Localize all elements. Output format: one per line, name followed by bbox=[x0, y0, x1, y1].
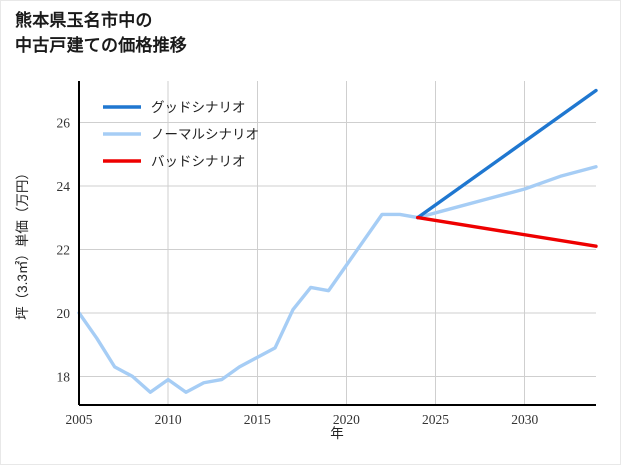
x-axis-tick-labels: 2005 2010 2015 2020 2025 2030 bbox=[66, 412, 539, 427]
series-group bbox=[77, 88, 598, 394]
x-tick-label: 2010 bbox=[155, 412, 182, 427]
y-tick-label: 24 bbox=[57, 179, 71, 194]
series-line bbox=[77, 165, 598, 394]
legend-label: ノーマルシナリオ bbox=[151, 127, 259, 142]
x-tick-label: 2005 bbox=[66, 412, 93, 427]
y-tick-label: 18 bbox=[57, 369, 71, 384]
series-line bbox=[416, 88, 598, 220]
x-tick-label: 2025 bbox=[422, 412, 449, 427]
x-axis-title: 年 bbox=[330, 426, 344, 441]
y-tick-label: 20 bbox=[57, 306, 71, 321]
y-axis-tick-labels: 18 20 22 24 26 bbox=[57, 115, 71, 384]
axis-spines-group bbox=[77, 81, 596, 407]
x-tick-label: 2020 bbox=[333, 412, 360, 427]
y-tick-label: 26 bbox=[57, 115, 71, 130]
x-tick-label: 2030 bbox=[511, 412, 538, 427]
chart-title: 熊本県玉名市中の 中古戸建ての価格推移 bbox=[15, 11, 187, 55]
legend-label: グッドシナリオ bbox=[151, 100, 246, 115]
gridlines-group bbox=[78, 81, 596, 405]
legend-label: バッドシナリオ bbox=[151, 154, 246, 169]
series-line bbox=[416, 215, 598, 248]
y-axis-title: 坪（3.3㎡）単価（万円） bbox=[15, 166, 30, 320]
y-tick-label: 22 bbox=[57, 242, 71, 257]
x-tick-label: 2015 bbox=[244, 412, 271, 427]
